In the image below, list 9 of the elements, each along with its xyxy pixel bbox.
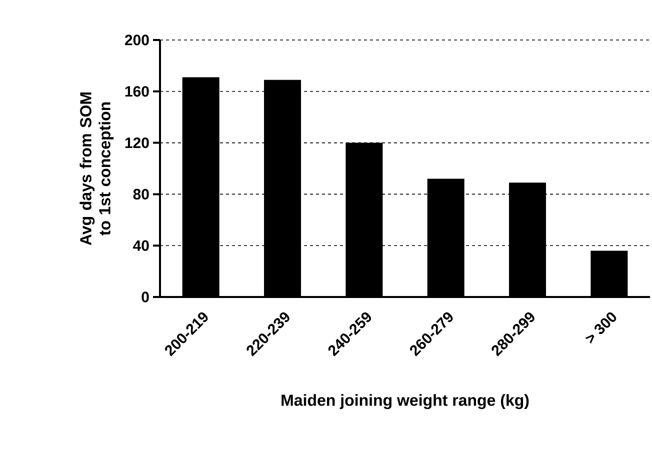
y-axis-title: Avg days from SOM to 1st conception <box>80 92 114 246</box>
y-tick-label: 160 <box>125 86 149 97</box>
x-tick-label: > 300 <box>585 312 616 344</box>
y-tick-label: 0 <box>142 292 149 302</box>
x-axis-title: Maiden joining weight range (kg) <box>282 394 529 410</box>
y-tick-label: 120 <box>125 137 149 148</box>
y-tick-label: 80 <box>133 188 149 200</box>
y-tick-label: 200 <box>124 34 149 46</box>
y-tick-label: 40 <box>133 240 149 251</box>
